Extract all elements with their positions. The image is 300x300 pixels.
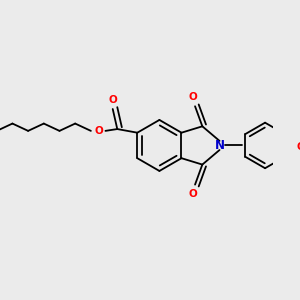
Text: O: O [189, 92, 198, 102]
Text: N: N [214, 139, 224, 152]
Text: O: O [95, 126, 103, 136]
Text: O: O [108, 95, 117, 105]
Text: O: O [189, 189, 198, 199]
Text: O: O [296, 142, 300, 152]
